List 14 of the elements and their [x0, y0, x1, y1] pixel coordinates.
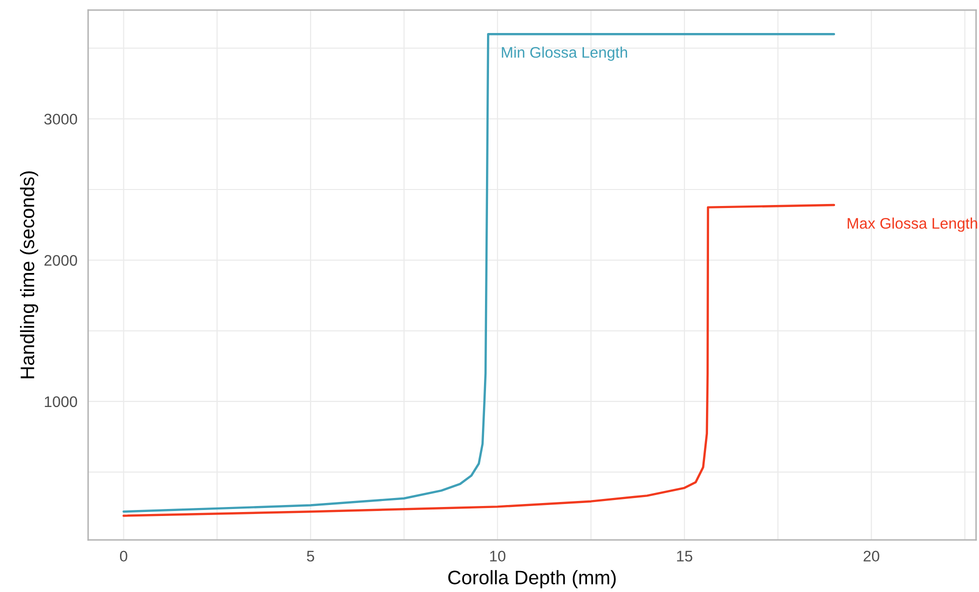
- y-tick-label: 3000: [44, 114, 78, 125]
- line-series: [122, 32, 836, 513]
- x-tick-label: 20: [864, 550, 880, 562]
- series-label: Max Glossa Length: [848, 218, 978, 232]
- x-tick-label: 15: [677, 550, 692, 562]
- x-tick-label: 0: [120, 550, 128, 562]
- x-tick-label: 10: [490, 550, 506, 562]
- y-tick-label: 2000: [44, 255, 78, 266]
- x-axis-title: Corolla Depth (mm): [448, 570, 616, 588]
- y-tick-label: 1000: [44, 396, 78, 408]
- series-label: Min Glossa Length: [502, 46, 628, 61]
- y-axis-title: Handling time (seconds): [20, 171, 38, 378]
- x-tick-label: 5: [306, 550, 314, 562]
- line-series: [122, 204, 836, 517]
